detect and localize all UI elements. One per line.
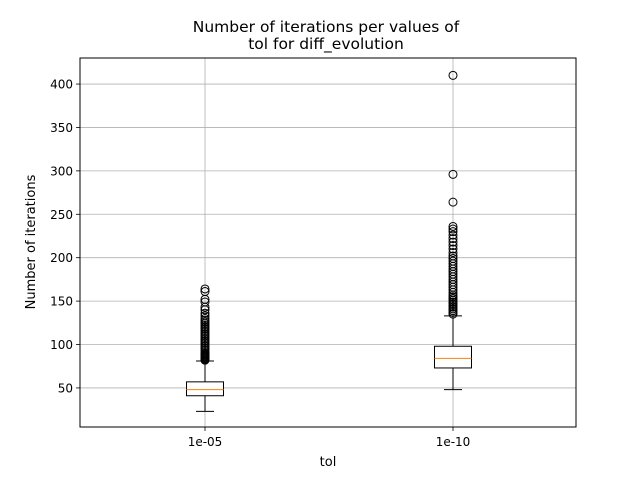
y-tick-label: 300 [50, 164, 73, 178]
outlier-point [448, 234, 458, 244]
axes: 50 100 150 200 250 300 350 400 1e-05 1e-10 [50, 78, 470, 449]
outlier-point [448, 221, 458, 231]
outlier-point [200, 284, 210, 294]
outlier-point [200, 311, 210, 321]
outlier-point [200, 313, 210, 323]
outlier-point [448, 254, 458, 264]
outlier-point [448, 197, 458, 207]
outlier-point [448, 169, 458, 179]
iqr-box [186, 381, 224, 397]
x-tick-label: 1e-10 [436, 435, 471, 449]
outlier-point [448, 237, 458, 247]
y-tick-label: 250 [50, 208, 73, 222]
outlier-point [448, 247, 458, 257]
outlier-point [448, 244, 458, 254]
chart-title-line-1: Number of iterations per values of [193, 18, 460, 36]
box-group-1e-10 [434, 70, 472, 391]
outlier-point [200, 297, 210, 307]
x-axis-label: tol [320, 455, 337, 470]
outlier-point [200, 287, 210, 297]
y-axis-label: Number of iterations [24, 174, 39, 309]
y-tick-label: 150 [50, 295, 73, 309]
outlier-point [448, 230, 458, 240]
iqr-box [434, 345, 472, 369]
x-tick-label: 1e-05 [188, 435, 223, 449]
outlier-point [448, 241, 458, 251]
box-group-1e-05 [186, 284, 224, 412]
y-tick-label: 400 [50, 78, 73, 92]
outlier-point [448, 256, 458, 266]
plot-area [186, 70, 472, 412]
chart-title-line-2: tol for diff_evolution [248, 35, 404, 54]
y-tick-label: 50 [58, 381, 73, 395]
outlier-point [200, 308, 210, 318]
outlier-point [448, 70, 458, 80]
outlier-point [448, 227, 458, 237]
plot-frame [79, 57, 577, 428]
outlier-point [448, 251, 458, 261]
y-tick-label: 200 [50, 251, 73, 265]
outlier-point [448, 224, 458, 234]
y-tick-label: 350 [50, 121, 73, 135]
y-tick-label: 100 [50, 338, 73, 352]
